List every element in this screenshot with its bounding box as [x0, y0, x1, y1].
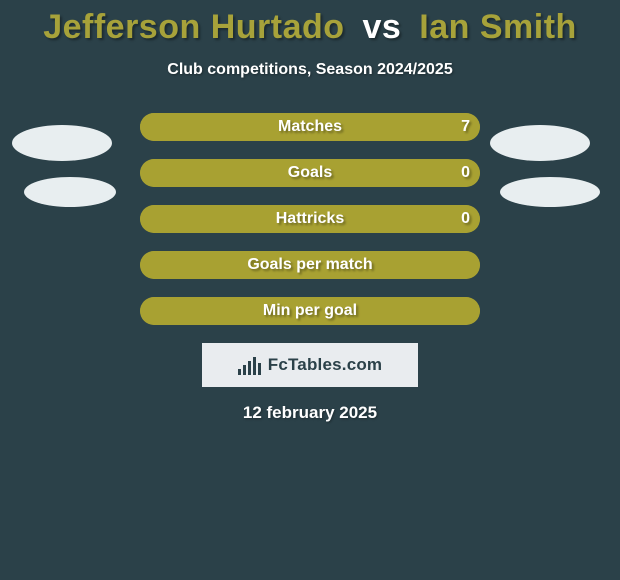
decor-ellipse	[490, 125, 590, 161]
page-title: Jefferson Hurtado vs Ian Smith	[0, 8, 620, 47]
logo-bars-icon	[238, 355, 260, 375]
logo-text: FcTables.com	[268, 355, 383, 375]
stat-row: Min per goal	[140, 297, 480, 325]
comparison-stage: Matches7Goals0Hattricks0Goals per matchM…	[0, 113, 620, 325]
stat-label: Min per goal	[140, 297, 480, 325]
decor-ellipse	[500, 177, 600, 207]
stat-value-right: 0	[461, 159, 470, 187]
decor-ellipse	[12, 125, 112, 161]
stat-value-right: 0	[461, 205, 470, 233]
subtitle: Club competitions, Season 2024/2025	[0, 61, 620, 79]
stat-row: Goals0	[140, 159, 480, 187]
stat-value-right: 7	[461, 113, 470, 141]
logo-panel: FcTables.com	[202, 343, 418, 387]
stat-label: Hattricks	[140, 205, 480, 233]
stat-label: Goals per match	[140, 251, 480, 279]
stat-label: Matches	[140, 113, 480, 141]
player2-name: Ian Smith	[419, 8, 577, 46]
vs-text: vs	[362, 8, 401, 46]
decor-ellipse	[24, 177, 116, 207]
footer-date: 12 february 2025	[0, 403, 620, 423]
player1-name: Jefferson Hurtado	[43, 8, 344, 46]
stat-label: Goals	[140, 159, 480, 187]
stat-row: Hattricks0	[140, 205, 480, 233]
stat-row: Matches7	[140, 113, 480, 141]
stat-row: Goals per match	[140, 251, 480, 279]
